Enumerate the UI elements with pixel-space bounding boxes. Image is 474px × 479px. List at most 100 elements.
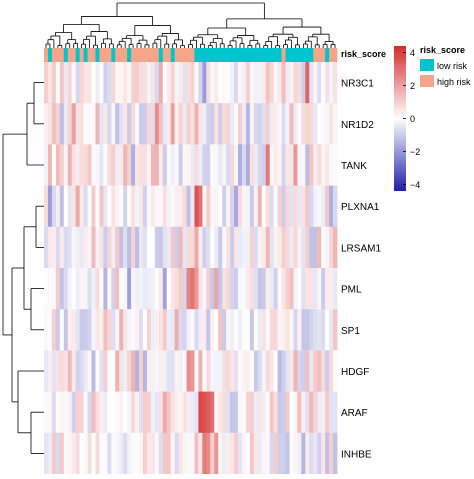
heatmap-cell bbox=[127, 226, 132, 269]
heatmap-cell bbox=[135, 391, 140, 434]
annotation-cell-high bbox=[87, 48, 92, 62]
heatmap-cell bbox=[222, 226, 227, 269]
heatmap-cell bbox=[63, 309, 69, 351]
heatmap-cell bbox=[182, 185, 187, 228]
heatmap-cell bbox=[154, 309, 160, 351]
heatmap-cell bbox=[95, 62, 100, 104]
annotation-cell-low bbox=[198, 48, 203, 62]
heatmap-cell bbox=[309, 309, 314, 351]
heatmap-cell bbox=[190, 309, 195, 351]
heatmap-cell bbox=[79, 103, 84, 145]
annotation-cell-high bbox=[79, 48, 84, 62]
heatmap-cell bbox=[107, 309, 112, 351]
heatmap-cell bbox=[170, 268, 176, 310]
heatmap-cell bbox=[257, 432, 263, 475]
heatmap-cell bbox=[103, 226, 108, 269]
heatmap-cell bbox=[186, 144, 191, 186]
heatmap-cell bbox=[218, 144, 223, 186]
heatmap-cell bbox=[178, 350, 183, 392]
heatmap-cell bbox=[269, 226, 275, 269]
color-scale-tick-label: −4 bbox=[410, 180, 420, 190]
heatmap-cell bbox=[95, 309, 100, 351]
heatmap-cell bbox=[241, 432, 247, 475]
heatmap-cell bbox=[222, 103, 227, 145]
heatmap-cell bbox=[154, 62, 160, 104]
heatmap-cell bbox=[245, 62, 251, 104]
heatmap-cell bbox=[67, 226, 73, 269]
heatmap-cell bbox=[83, 391, 88, 434]
heatmap-cell bbox=[265, 144, 271, 186]
annotation-cell-low bbox=[222, 48, 227, 62]
heatmap-cell bbox=[241, 226, 247, 269]
heatmap-cell bbox=[154, 350, 160, 392]
heatmap-cell bbox=[245, 391, 251, 434]
heatmap-cell bbox=[226, 391, 231, 434]
heatmap-cell bbox=[79, 268, 84, 310]
heatmap-cell bbox=[277, 391, 282, 434]
heatmap-cell bbox=[285, 144, 290, 186]
heatmap-cell bbox=[297, 350, 302, 392]
heatmap-cell bbox=[51, 432, 57, 475]
heatmap-cell bbox=[257, 62, 263, 104]
heatmap-cell bbox=[249, 391, 255, 434]
heatmap-cell bbox=[281, 432, 286, 475]
heatmap-cell bbox=[202, 268, 207, 310]
annotation-cell-high bbox=[59, 48, 65, 62]
heatmap-cell bbox=[293, 309, 298, 351]
heatmap-cell bbox=[67, 144, 73, 186]
heatmap-cell bbox=[79, 432, 84, 475]
heatmap-cell bbox=[44, 144, 49, 186]
heatmap-cell bbox=[44, 391, 49, 434]
heatmap-cell bbox=[269, 350, 275, 392]
heatmap-cell bbox=[297, 391, 302, 434]
heatmap-cell bbox=[91, 103, 96, 145]
heatmap-cell bbox=[226, 432, 231, 475]
heatmap-cell bbox=[230, 62, 235, 104]
heatmap-cell bbox=[158, 350, 164, 392]
heatmap-cell bbox=[285, 391, 290, 434]
heatmap-cell bbox=[170, 432, 176, 475]
heatmap-cell bbox=[178, 144, 183, 186]
heatmap-cell bbox=[59, 432, 65, 475]
heatmap-cell bbox=[55, 144, 61, 186]
heatmap-cell bbox=[123, 226, 128, 269]
heatmap-cell bbox=[321, 226, 326, 269]
annotation-cell-low bbox=[245, 48, 251, 62]
heatmap-cell bbox=[170, 185, 176, 228]
heatmap-cell bbox=[146, 432, 152, 475]
heatmap-cell bbox=[174, 309, 180, 351]
heatmap-cell bbox=[261, 268, 267, 310]
heatmap-cell bbox=[333, 432, 338, 475]
heatmap-cell bbox=[51, 391, 57, 434]
heatmap-cell bbox=[79, 350, 84, 392]
heatmap-cell bbox=[325, 432, 330, 475]
heatmap-cell bbox=[301, 62, 306, 104]
color-scale-tick-label: 4 bbox=[410, 48, 415, 58]
heatmap-cell bbox=[142, 391, 148, 434]
heatmap-cell bbox=[325, 185, 330, 228]
annotation-cell-high bbox=[182, 48, 187, 62]
heatmap-cell bbox=[99, 391, 104, 434]
heatmap-cell bbox=[107, 432, 112, 475]
heatmap-cell bbox=[329, 350, 334, 392]
heatmap-cell bbox=[249, 144, 255, 186]
heatmap-cell bbox=[190, 391, 195, 434]
heatmap-cell bbox=[317, 144, 322, 186]
annotation-label: risk_score bbox=[341, 49, 386, 59]
heatmap-cell bbox=[226, 185, 231, 228]
heatmap-cell bbox=[301, 226, 306, 269]
heatmap-cell bbox=[75, 391, 81, 434]
heatmap-cell bbox=[44, 268, 49, 310]
color-scale-tick-label: 0 bbox=[410, 114, 415, 124]
heatmap-cell bbox=[190, 268, 195, 310]
heatmap-cell bbox=[154, 185, 160, 228]
heatmap-cell bbox=[313, 185, 318, 228]
heatmap-cell bbox=[119, 185, 124, 228]
heatmap-cell bbox=[127, 309, 132, 351]
heatmap-cell bbox=[269, 185, 275, 228]
heatmap-cell bbox=[194, 144, 199, 186]
annotation-cell-high bbox=[51, 48, 57, 62]
heatmap-cell bbox=[313, 144, 318, 186]
heatmap-cell bbox=[281, 103, 286, 145]
heatmap-cell bbox=[285, 62, 290, 104]
